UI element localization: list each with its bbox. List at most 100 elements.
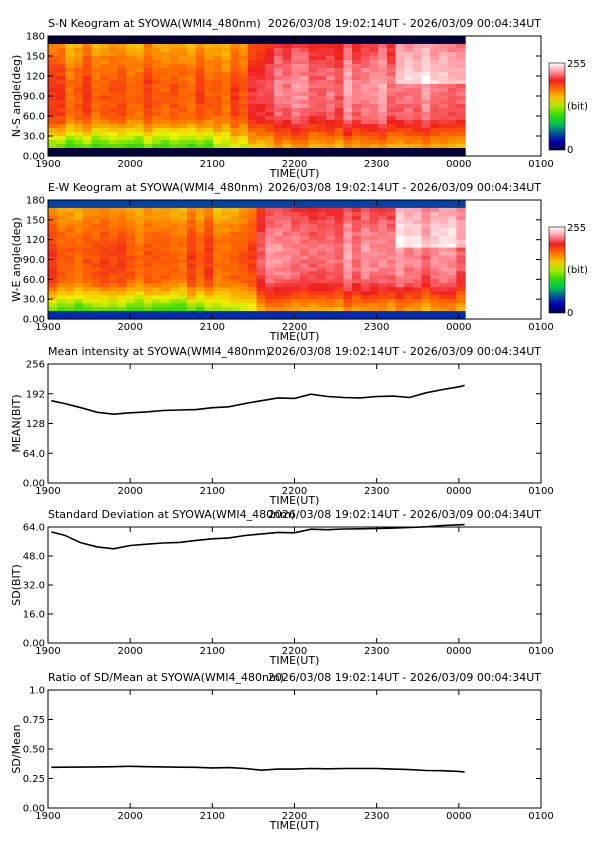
keogram-cell bbox=[143, 144, 153, 149]
keogram-cell bbox=[430, 219, 440, 225]
keogram-cell bbox=[187, 207, 197, 213]
keogram-cell bbox=[178, 235, 188, 241]
keogram-cell bbox=[117, 96, 127, 101]
keogram-cell bbox=[360, 144, 371, 149]
keogram-cell bbox=[143, 152, 153, 157]
keogram-cell bbox=[195, 215, 206, 221]
keogram-cell bbox=[82, 104, 93, 109]
keogram-cell bbox=[273, 223, 284, 229]
keogram-cell bbox=[56, 299, 66, 304]
keogram-cell bbox=[291, 56, 301, 61]
keogram-cell bbox=[160, 283, 171, 288]
keogram-cell bbox=[308, 223, 318, 229]
keogram-cell bbox=[334, 88, 345, 93]
keogram-cell bbox=[65, 271, 75, 276]
keogram-cell bbox=[282, 255, 292, 261]
keogram-cell bbox=[152, 112, 162, 117]
keogram-cell bbox=[421, 311, 431, 316]
keogram-cell bbox=[291, 239, 301, 245]
keogram-cell bbox=[430, 84, 440, 89]
keogram-cell bbox=[169, 60, 179, 65]
keogram-cell bbox=[169, 235, 179, 241]
keogram-cell bbox=[334, 60, 345, 65]
keogram-cell bbox=[143, 40, 153, 45]
keogram-cell bbox=[273, 56, 284, 61]
keogram-cell bbox=[108, 299, 119, 304]
keogram-cell bbox=[195, 311, 206, 316]
keogram-cell bbox=[108, 279, 119, 284]
keogram-cell bbox=[221, 88, 232, 93]
keogram-cell bbox=[317, 227, 327, 233]
keogram-cell bbox=[56, 307, 66, 312]
keogram-cell bbox=[360, 48, 371, 53]
keogram-cell bbox=[247, 72, 258, 77]
keogram-cell bbox=[126, 144, 136, 149]
keogram-cell bbox=[273, 148, 284, 153]
keogram-cell bbox=[126, 299, 136, 304]
keogram-cell bbox=[265, 227, 275, 233]
keogram-cell bbox=[213, 144, 223, 149]
keogram-cell bbox=[65, 203, 75, 209]
keogram-cell bbox=[178, 219, 188, 225]
keogram-cell bbox=[134, 279, 145, 284]
keogram-cell bbox=[221, 36, 232, 41]
x-tick-label: 0000 bbox=[446, 159, 471, 170]
keogram-cell bbox=[204, 152, 214, 157]
keogram-cell bbox=[291, 279, 301, 284]
keogram-cell bbox=[412, 295, 423, 300]
keogram-cell bbox=[447, 275, 457, 280]
keogram-cell bbox=[282, 231, 292, 237]
keogram-cell bbox=[282, 108, 292, 113]
keogram-cell bbox=[221, 239, 232, 245]
keogram-cell bbox=[126, 207, 136, 213]
keogram-cell bbox=[326, 271, 336, 276]
keogram-cell bbox=[282, 76, 292, 81]
keogram-cell bbox=[187, 251, 197, 257]
keogram-cell bbox=[56, 112, 66, 117]
keogram-cell bbox=[334, 279, 345, 284]
keogram-cell bbox=[65, 207, 75, 213]
keogram-cell bbox=[265, 311, 275, 316]
keogram-cell bbox=[369, 44, 379, 49]
keogram-cell bbox=[82, 231, 93, 237]
keogram-cell bbox=[48, 96, 58, 101]
keogram-cell bbox=[100, 136, 110, 141]
keogram-cell bbox=[326, 60, 336, 65]
keogram-cell bbox=[447, 72, 457, 77]
keogram-cell bbox=[395, 128, 405, 133]
keogram-cell bbox=[256, 88, 266, 93]
keogram-cell bbox=[213, 72, 223, 77]
keogram-cell bbox=[360, 271, 371, 276]
keogram-cell bbox=[282, 203, 292, 209]
keogram-cell bbox=[247, 52, 258, 57]
keogram-cell bbox=[282, 132, 292, 137]
keogram-cell bbox=[386, 279, 397, 284]
keogram-cell bbox=[247, 56, 258, 61]
keogram-cell bbox=[187, 52, 197, 57]
keogram-cell bbox=[213, 64, 223, 69]
keogram-cell bbox=[143, 72, 153, 77]
keogram-cell bbox=[91, 200, 101, 205]
keogram-cell bbox=[100, 215, 110, 221]
keogram-cell bbox=[152, 72, 162, 77]
keogram-cell bbox=[447, 88, 457, 93]
keogram-cell bbox=[273, 207, 284, 213]
keogram-cell bbox=[100, 104, 110, 109]
keogram-cell bbox=[308, 120, 318, 125]
keogram-cell bbox=[230, 215, 240, 221]
keogram-cell bbox=[317, 100, 327, 105]
keogram-cell bbox=[143, 48, 153, 53]
keogram-cell bbox=[360, 255, 371, 261]
keogram-cell bbox=[282, 311, 292, 316]
keogram-cell bbox=[152, 263, 162, 269]
keogram-cell bbox=[108, 104, 119, 109]
keogram-cell bbox=[326, 283, 336, 288]
keogram-cell bbox=[74, 92, 84, 97]
keogram-cell bbox=[299, 96, 310, 101]
keogram-cell bbox=[178, 44, 188, 49]
keogram-cell bbox=[117, 132, 127, 137]
keogram-cell bbox=[386, 44, 397, 49]
keogram-cell bbox=[317, 315, 327, 320]
keogram-cell bbox=[134, 223, 145, 229]
keogram-cell bbox=[126, 239, 136, 245]
